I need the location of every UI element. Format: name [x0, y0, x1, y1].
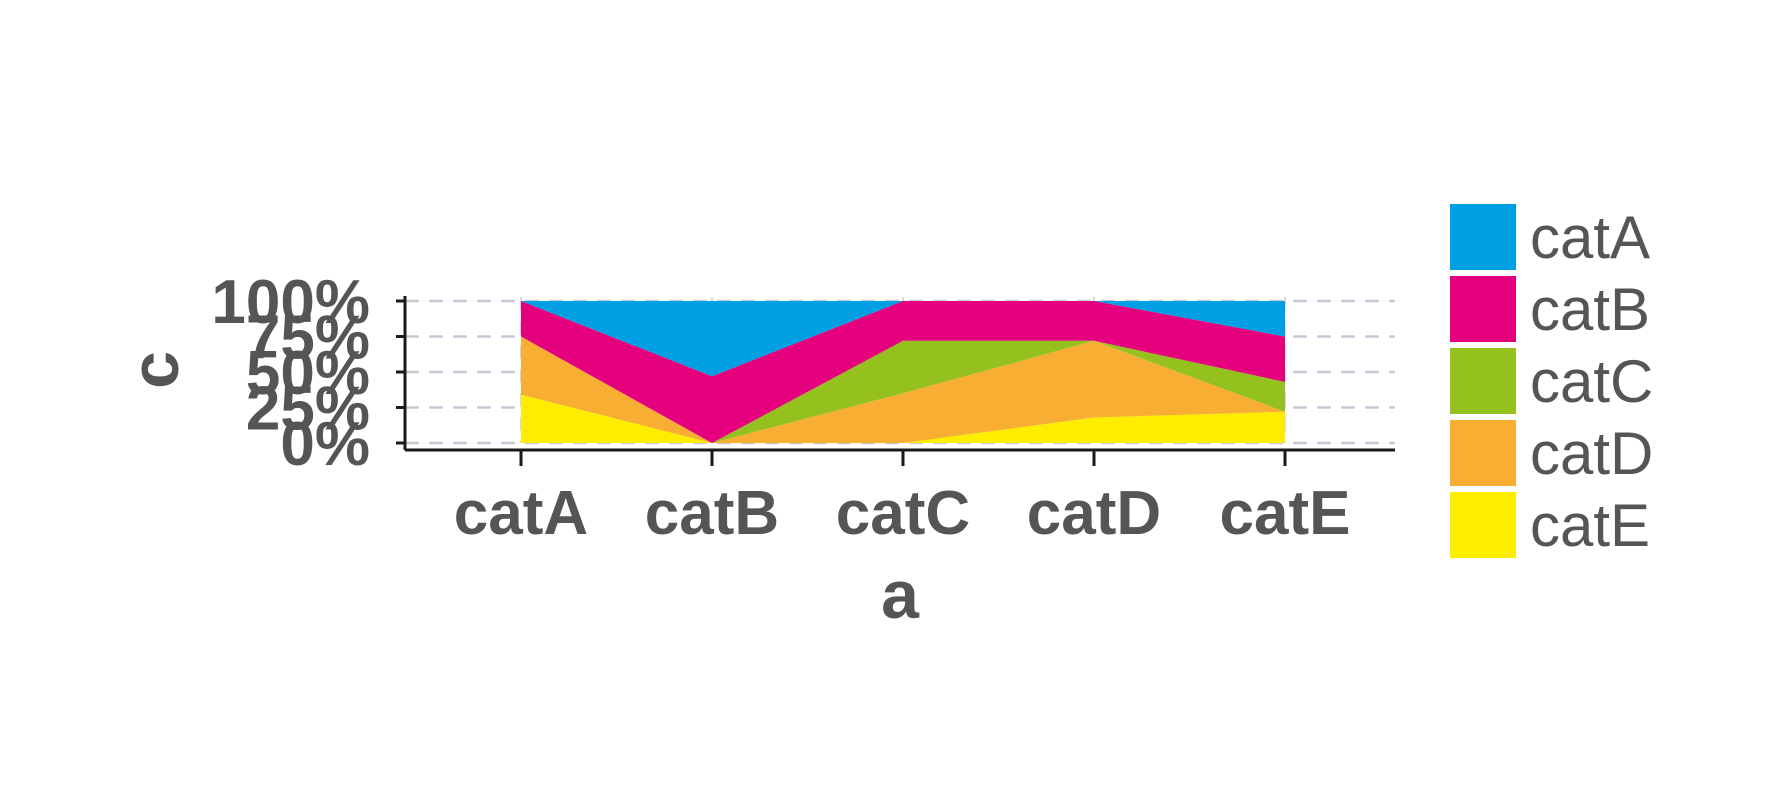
x-tick-label-2: catC: [836, 479, 970, 548]
legend-label-catE: catE: [1530, 492, 1650, 559]
area-series-catA: [521, 301, 1285, 377]
legend-label-catD: catD: [1530, 420, 1653, 487]
x-axis-title: a: [881, 557, 920, 633]
x-tick-label-0: catA: [454, 479, 588, 548]
legend-label-catC: catC: [1530, 348, 1653, 415]
x-ticks: catA catB catC catD catE: [454, 450, 1351, 548]
y-ticks: 0%25%50%75%100%: [211, 268, 405, 479]
legend-swatch-catA: [1450, 204, 1516, 270]
y-tick-label-0: 0%: [280, 410, 370, 479]
legend-swatch-catE: [1450, 492, 1516, 558]
legend-swatch-catD: [1450, 420, 1516, 486]
y-tick-label-2: 50%: [246, 339, 370, 408]
y-tick-label-4: 100%: [211, 268, 370, 337]
legend-label-catB: catB: [1530, 276, 1650, 343]
area-series-catE: [521, 394, 1285, 443]
y-tick-label-3: 75%: [246, 304, 370, 373]
area-series-catC: [521, 336, 1285, 443]
x-tick-label-4: catE: [1220, 479, 1351, 548]
legend-label-catA: catA: [1530, 204, 1650, 271]
y-tick-label-1: 25%: [246, 375, 370, 444]
x-tick-label-3: catD: [1027, 479, 1161, 548]
area-series: [521, 301, 1285, 443]
x-tick-label-1: catB: [645, 479, 779, 548]
area-series-catB: [521, 301, 1285, 443]
legend-swatch-catB: [1450, 276, 1516, 342]
area-series-catD: [521, 336, 1285, 443]
legend-swatch-catC: [1450, 348, 1516, 414]
y-axis-title: c: [117, 351, 193, 389]
